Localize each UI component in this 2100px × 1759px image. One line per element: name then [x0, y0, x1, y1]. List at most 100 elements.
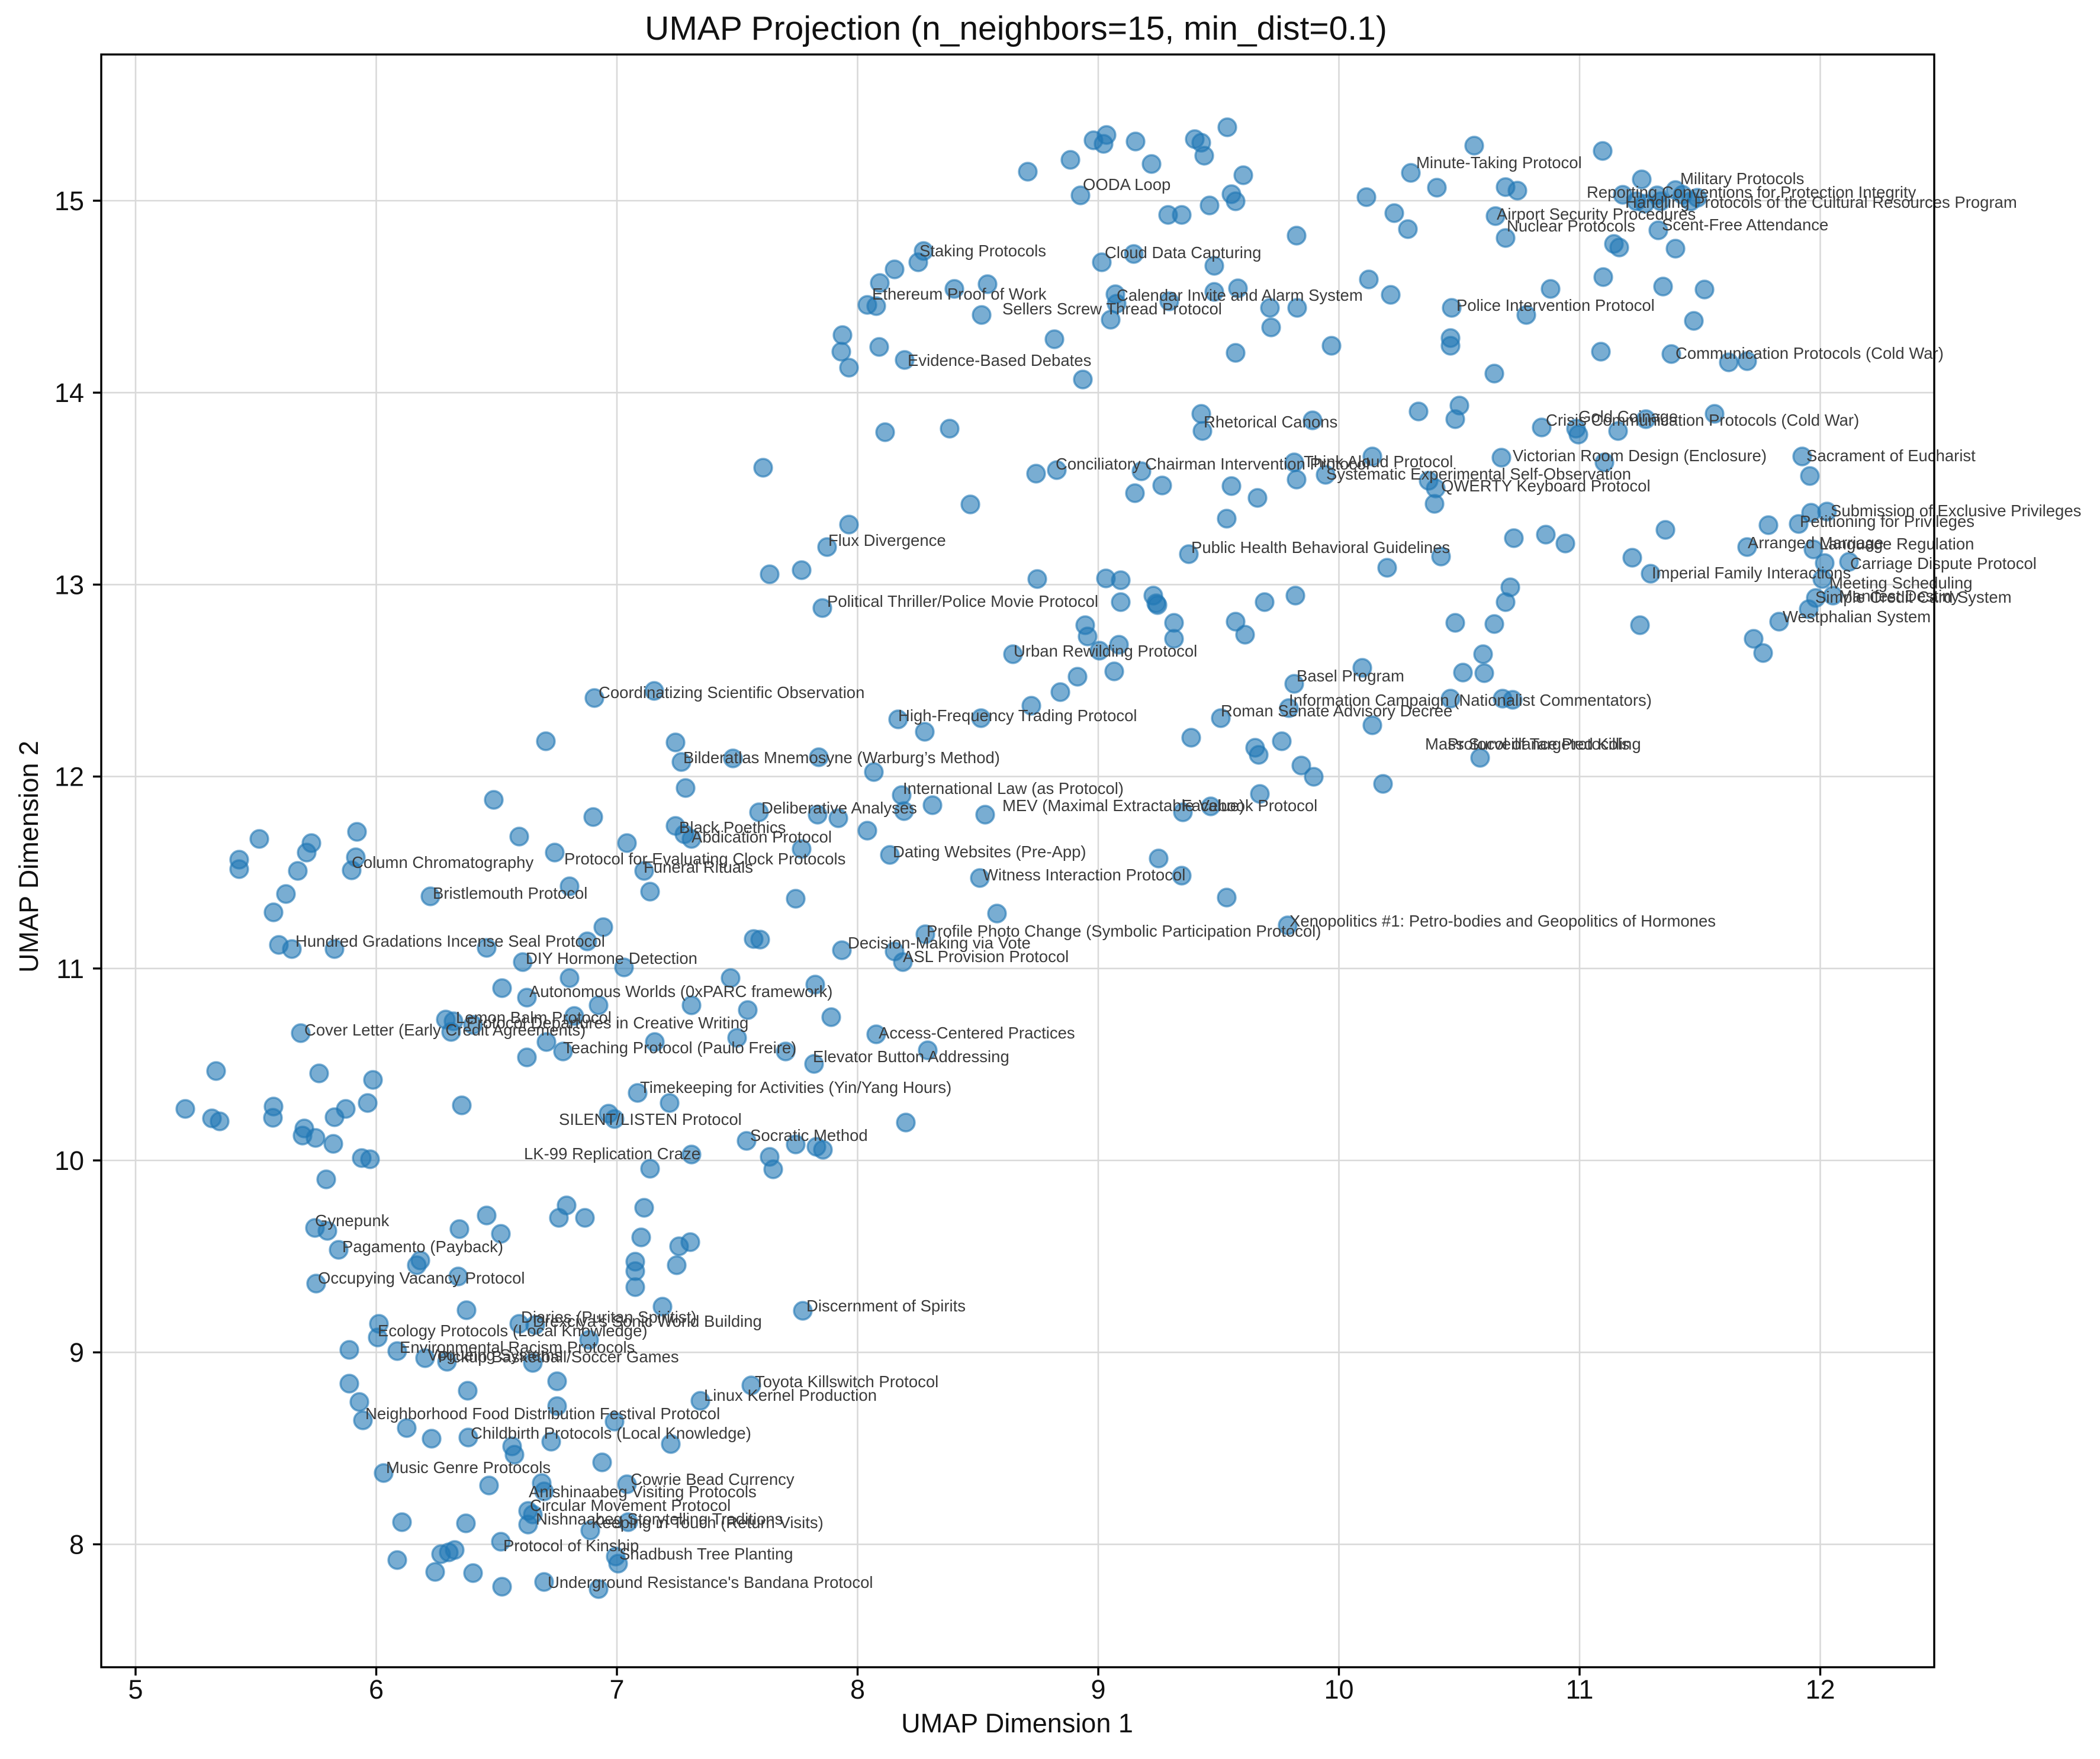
svg-text:Keeping in Touch (Return Visit: Keeping in Touch (Return Visits) — [591, 1513, 824, 1532]
svg-text:Dating Websites (Pre-App): Dating Websites (Pre-App) — [893, 842, 1086, 861]
svg-text:Cover Letter (Early Credit Agr: Cover Letter (Early Credit Agreements) — [304, 1021, 586, 1039]
svg-text:Linux Kernel Production: Linux Kernel Production — [704, 1386, 877, 1404]
svg-text:12: 12 — [54, 762, 84, 792]
svg-text:12: 12 — [1805, 1674, 1835, 1705]
svg-text:Music Genre Protocols: Music Genre Protocols — [386, 1458, 551, 1477]
svg-text:Childbirth Protocols (Local Kn: Childbirth Protocols (Local Knowledge) — [471, 1424, 751, 1442]
svg-text:Staking Protocols: Staking Protocols — [919, 242, 1046, 260]
svg-text:Toyota Killswitch Protocol: Toyota Killswitch Protocol — [755, 1372, 938, 1391]
svg-text:Autonomous Worlds (0xPARC fram: Autonomous Worlds (0xPARC framework) — [529, 982, 832, 1001]
svg-text:Crisis Communication Protocols: Crisis Communication Protocols (Cold War… — [1546, 411, 1859, 429]
svg-text:Environmental Racism Protocols: Environmental Racism Protocols — [400, 1338, 635, 1356]
svg-text:DIY Hormone Detection: DIY Hormone Detection — [526, 949, 697, 967]
svg-text:Diaries (Puritan Spiritist): Diaries (Puritan Spiritist) — [521, 1308, 696, 1326]
svg-text:Nuclear Protocols: Nuclear Protocols — [1507, 217, 1635, 235]
svg-text:8: 8 — [850, 1674, 865, 1705]
svg-text:MEV (Maximal Extractable Value: MEV (Maximal Extractable Value) — [1002, 796, 1244, 815]
svg-text:Protocol of Kinship: Protocol of Kinship — [503, 1536, 639, 1555]
svg-text:Pagamento (Payback): Pagamento (Payback) — [342, 1237, 503, 1256]
svg-text:Facebook Protocol: Facebook Protocol — [1182, 796, 1317, 815]
svg-text:Military Protocols: Military Protocols — [1680, 169, 1804, 188]
svg-text:Column Chromatography: Column Chromatography — [352, 853, 533, 872]
svg-text:Sellers Screw Thread Protocol: Sellers Screw Thread Protocol — [1002, 300, 1222, 318]
svg-text:UMAP Dimension 2: UMAP Dimension 2 — [14, 741, 44, 973]
svg-text:OODA Loop: OODA Loop — [1083, 175, 1170, 194]
svg-text:Manifest Destiny: Manifest Destiny — [1839, 587, 1960, 605]
svg-text:Systematic Experimental Self-O: Systematic Experimental Self-Observation — [1326, 465, 1631, 483]
svg-text:Petitioning for Privileges: Petitioning for Privileges — [1800, 512, 1974, 530]
svg-text:Protocol Departures in Creativ: Protocol Departures in Creative Writing — [467, 1014, 748, 1032]
svg-text:Abdication Protocol: Abdication Protocol — [692, 828, 832, 846]
svg-text:9: 9 — [69, 1337, 84, 1368]
svg-text:Roman Senate Advisory Decree: Roman Senate Advisory Decree — [1221, 702, 1452, 720]
svg-text:Bilderatlas Mnemosyne (Warburg: Bilderatlas Mnemosyne (Warburg’s Method) — [683, 748, 1000, 767]
svg-text:Information Campaign (National: Information Campaign (Nationalist Commen… — [1289, 691, 1652, 709]
svg-text:Timekeeping for Activities (Yi: Timekeeping for Activities (Yin/Yang Hou… — [640, 1078, 951, 1096]
svg-text:Ethereum Proof of Work: Ethereum Proof of Work — [872, 285, 1047, 303]
svg-text:Basel Program: Basel Program — [1297, 667, 1404, 685]
svg-text:8: 8 — [69, 1529, 84, 1559]
svg-text:11: 11 — [1566, 1674, 1594, 1705]
svg-text:Teaching Protocol (Paulo Freir: Teaching Protocol (Paulo Freire) — [563, 1038, 796, 1057]
svg-text:SILENT/LISTEN Protocol: SILENT/LISTEN Protocol — [559, 1110, 742, 1128]
svg-text:Westphalian System: Westphalian System — [1783, 607, 1931, 626]
svg-text:Reporting Conventions for Prot: Reporting Conventions for Protection Int… — [1587, 183, 1916, 201]
svg-text:Handling Protocols of the Cult: Handling Protocols of the Cultural Resou… — [1625, 193, 2017, 211]
svg-text:Neighborhood Food Distribution: Neighborhood Food Distribution Festival … — [365, 1404, 720, 1423]
svg-text:Think Aloud Protocol: Think Aloud Protocol — [1304, 452, 1453, 471]
svg-text:Nishnaabeg Storytelling Tradit: Nishnaabeg Storytelling Traditions — [536, 1510, 783, 1528]
svg-text:Protocol for Evaluating Clock: Protocol for Evaluating Clock Protocols — [564, 850, 845, 868]
svg-text:Lemon Balm Protocol: Lemon Balm Protocol — [456, 1008, 612, 1027]
svg-text:Simple Credit Card System: Simple Credit Card System — [1815, 588, 2012, 606]
svg-text:Pickup Basketball/Soccer Games: Pickup Basketball/Soccer Games — [438, 1348, 679, 1366]
svg-text:High-Frequency Trading Protoco: High-Frequency Trading Protocol — [898, 706, 1137, 725]
svg-text:11: 11 — [56, 954, 84, 984]
svg-text:Witness Interaction Protocol: Witness Interaction Protocol — [983, 866, 1185, 884]
svg-text:14: 14 — [54, 378, 84, 408]
svg-text:Profile Photo Change (Symbolic: Profile Photo Change (Symbolic Participa… — [927, 922, 1321, 940]
svg-text:Elevator Button Addressing: Elevator Button Addressing — [813, 1047, 1009, 1066]
svg-text:Arranged Marriage: Arranged Marriage — [1748, 533, 1883, 552]
svg-text:ASL Provision Protocol: ASL Provision Protocol — [903, 947, 1069, 966]
svg-text:Mass Surveillance Protocols: Mass Surveillance Protocols — [1425, 735, 1629, 753]
svg-text:Police Intervention Protocol: Police Intervention Protocol — [1456, 296, 1655, 314]
svg-text:Cloud Data Capturing: Cloud Data Capturing — [1105, 243, 1261, 262]
svg-text:Minute-Taking Protocol: Minute-Taking Protocol — [1416, 153, 1582, 172]
svg-text:Circular Movement Protocol: Circular Movement Protocol — [530, 1496, 731, 1514]
svg-text:Flux Divergence: Flux Divergence — [828, 531, 946, 549]
svg-text:10: 10 — [1324, 1674, 1353, 1705]
svg-text:Sacrament of Eucharist: Sacrament of Eucharist — [1806, 446, 1976, 465]
svg-text:Occupying Vacancy Protocol: Occupying Vacancy Protocol — [318, 1269, 525, 1287]
svg-text:Scent-Free Attendance: Scent-Free Attendance — [1662, 216, 1828, 234]
svg-text:Coordinatizing Scientific Obse: Coordinatizing Scientific Observation — [599, 683, 864, 702]
svg-text:Political Thriller/Police Movi: Political Thriller/Police Movie Protocol — [827, 592, 1098, 610]
svg-text:LK-99 Replication Craze: LK-99 Replication Craze — [524, 1144, 700, 1163]
svg-text:13: 13 — [54, 570, 84, 600]
svg-text:Rhetorical Canons: Rhetorical Canons — [1204, 413, 1337, 431]
svg-text:Imperial Family Interactions: Imperial Family Interactions — [1652, 564, 1851, 582]
svg-text:Ecology Protocols (Local Knowl: Ecology Protocols (Local Knowledge) — [378, 1321, 648, 1340]
svg-text:Discernment of Spirits: Discernment of Spirits — [806, 1297, 966, 1315]
svg-text:Carriage Dispute Protocol: Carriage Dispute Protocol — [1850, 554, 2037, 573]
svg-text:Public Health Behavioral Guide: Public Health Behavioral Guidelines — [1191, 538, 1450, 557]
svg-text:Funeral Rituals: Funeral Rituals — [644, 858, 753, 876]
svg-text:Deliberative Analyses: Deliberative Analyses — [761, 799, 917, 817]
svg-text:Xenopolitics #1: Petro-bodies: Xenopolitics #1: Petro-bodies and Geopol… — [1289, 912, 1716, 930]
svg-text:Meeting Scheduling: Meeting Scheduling — [1829, 574, 1973, 592]
svg-text:Black Poethics: Black Poethics — [679, 818, 786, 837]
svg-text:7: 7 — [609, 1674, 624, 1705]
svg-text:5: 5 — [128, 1674, 143, 1705]
svg-text:Hundred Gradations Incense Sea: Hundred Gradations Incense Seal Protocol — [295, 932, 605, 950]
svg-text:Airport Security Procedures: Airport Security Procedures — [1497, 205, 1696, 223]
svg-text:International Law (as Protocol: International Law (as Protocol) — [903, 779, 1124, 798]
svg-text:Bristlemouth Protocol: Bristlemouth Protocol — [433, 884, 587, 902]
svg-text:Vogueing Systems: Vogueing Systems — [427, 1346, 562, 1364]
svg-text:Evidence-Based Debates: Evidence-Based Debates — [908, 351, 1091, 369]
svg-text:Access-Centered Practices: Access-Centered Practices — [879, 1024, 1075, 1042]
svg-text:Language Regulation: Language Regulation — [1819, 535, 1974, 553]
svg-text:10: 10 — [54, 1146, 84, 1176]
svg-text:UMAP Projection (n_neighbors=1: UMAP Projection (n_neighbors=15, min_dis… — [645, 9, 1387, 47]
svg-text:Victorian Room Design (Enclosu: Victorian Room Design (Enclosure) — [1513, 446, 1767, 465]
svg-text:Communication Protocols (Cold: Communication Protocols (Cold War) — [1676, 344, 1944, 362]
svg-text:Decision-Making via Vote: Decision-Making via Vote — [848, 934, 1031, 952]
